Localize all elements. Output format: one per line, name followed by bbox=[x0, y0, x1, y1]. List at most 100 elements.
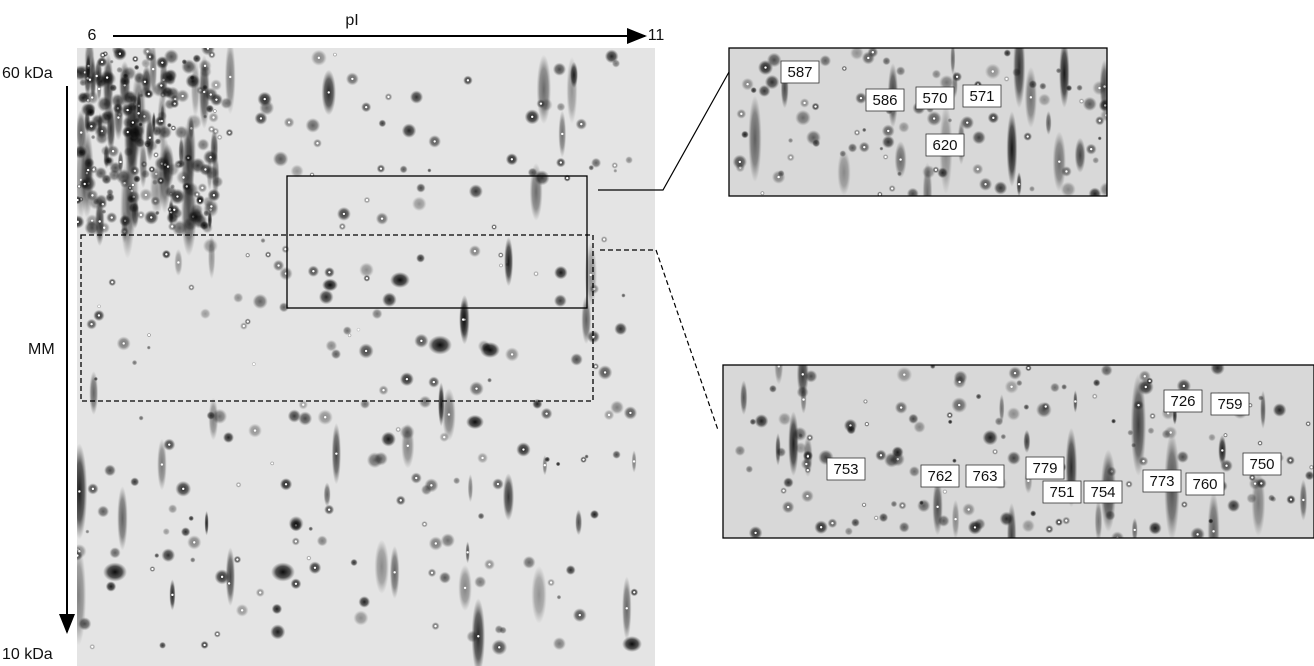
spot bbox=[845, 527, 853, 535]
spot bbox=[897, 171, 902, 176]
spot bbox=[101, 110, 113, 122]
spot bbox=[1208, 518, 1213, 523]
spot bbox=[468, 474, 473, 502]
spot-marker bbox=[511, 353, 513, 355]
spot-marker bbox=[431, 572, 433, 574]
spot bbox=[419, 396, 432, 409]
spot-marker bbox=[253, 363, 255, 365]
spot bbox=[778, 412, 791, 425]
spot-marker bbox=[277, 264, 279, 266]
spot-marker bbox=[958, 381, 960, 383]
x-axis-label: pI bbox=[345, 12, 358, 29]
spot bbox=[1101, 364, 1113, 376]
spot-marker bbox=[102, 54, 104, 56]
spot-marker bbox=[500, 264, 502, 266]
spot bbox=[1050, 383, 1060, 393]
spot bbox=[150, 166, 164, 216]
spot bbox=[948, 419, 953, 424]
spot bbox=[504, 237, 513, 287]
spot-marker bbox=[98, 88, 100, 90]
spot bbox=[271, 562, 295, 581]
spot bbox=[999, 512, 1013, 526]
spot bbox=[1162, 429, 1172, 439]
y-top: 60 kDa bbox=[2, 65, 53, 82]
spot-marker bbox=[498, 646, 500, 648]
spot-marker bbox=[148, 93, 150, 95]
spot-marker bbox=[903, 373, 905, 375]
spot bbox=[308, 526, 313, 531]
spot bbox=[400, 425, 415, 440]
spot bbox=[610, 400, 624, 414]
spot-marker bbox=[259, 591, 261, 593]
spot-marker bbox=[1310, 466, 1312, 468]
spot-marker bbox=[145, 194, 147, 196]
spot bbox=[270, 624, 285, 639]
spot bbox=[141, 169, 150, 178]
spot-marker bbox=[212, 116, 214, 118]
label-text: 753 bbox=[833, 461, 858, 478]
spot bbox=[566, 565, 576, 575]
label-text: 726 bbox=[1170, 393, 1195, 410]
spot-marker bbox=[434, 625, 436, 627]
spot-marker bbox=[407, 445, 409, 447]
spot bbox=[938, 515, 950, 527]
spot-marker bbox=[511, 158, 513, 160]
spot-marker bbox=[155, 154, 157, 156]
spot-marker bbox=[382, 389, 384, 391]
spot-marker bbox=[348, 334, 350, 336]
spot bbox=[78, 617, 91, 630]
spot-marker bbox=[967, 508, 969, 510]
spot-marker bbox=[782, 490, 784, 492]
spot-marker bbox=[228, 131, 230, 133]
spot-marker bbox=[1005, 78, 1007, 80]
spot-marker bbox=[1134, 529, 1136, 531]
spot bbox=[1273, 403, 1287, 417]
spot bbox=[1007, 451, 1021, 465]
spot-marker bbox=[318, 57, 320, 59]
spot bbox=[272, 604, 283, 615]
spot-marker bbox=[1196, 533, 1198, 535]
spot-marker bbox=[739, 161, 741, 163]
spot-marker bbox=[328, 271, 330, 273]
spot-marker bbox=[875, 517, 877, 519]
spot-marker bbox=[171, 594, 173, 596]
spot-marker bbox=[92, 488, 94, 490]
spot-marker bbox=[204, 65, 206, 67]
spot-marker bbox=[435, 542, 437, 544]
spot bbox=[544, 457, 550, 463]
spot bbox=[350, 559, 357, 566]
spot-marker bbox=[802, 398, 804, 400]
spot bbox=[994, 181, 1008, 195]
spot-marker bbox=[91, 96, 93, 98]
spot bbox=[220, 97, 232, 109]
spot-marker bbox=[1010, 386, 1012, 388]
spot-marker bbox=[944, 490, 946, 492]
spot-marker bbox=[789, 156, 791, 158]
spot bbox=[621, 293, 625, 297]
spot bbox=[879, 513, 888, 522]
spot-marker bbox=[161, 463, 163, 465]
spot bbox=[358, 596, 370, 608]
label-text: 751 bbox=[1049, 484, 1074, 501]
label-text: 773 bbox=[1149, 473, 1174, 490]
spot-marker bbox=[95, 75, 97, 77]
spot-marker bbox=[899, 158, 901, 160]
spot bbox=[131, 197, 139, 228]
spot-marker bbox=[1307, 423, 1309, 425]
spot bbox=[359, 262, 374, 277]
spot-label: 759 bbox=[1211, 393, 1249, 415]
spot bbox=[182, 59, 187, 64]
spot-marker bbox=[237, 484, 239, 486]
spot bbox=[1030, 510, 1036, 516]
spot-label: 751 bbox=[1043, 481, 1081, 503]
spot-marker bbox=[1074, 400, 1076, 402]
spot-marker bbox=[91, 194, 93, 196]
spot-marker bbox=[958, 404, 960, 406]
spot-marker bbox=[1212, 530, 1214, 532]
spot-marker bbox=[351, 78, 353, 80]
spot-marker bbox=[933, 117, 935, 119]
spot bbox=[184, 182, 199, 197]
spot-marker bbox=[90, 125, 92, 127]
spot-marker bbox=[420, 340, 422, 342]
spot-marker bbox=[891, 187, 893, 189]
